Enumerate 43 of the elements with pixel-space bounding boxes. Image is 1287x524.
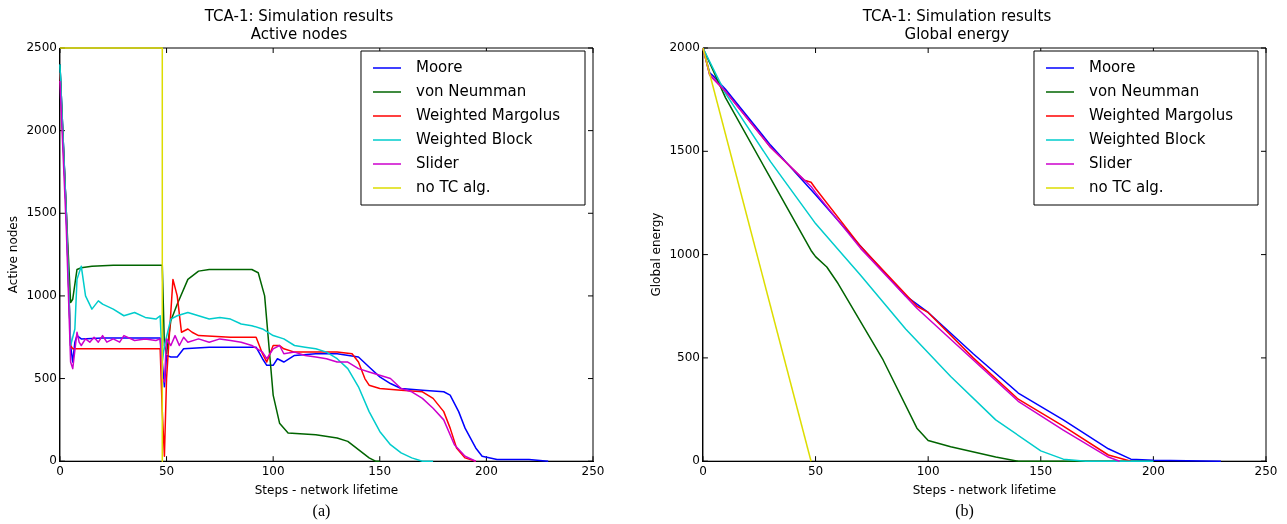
legend-label: Weighted Margolus	[1089, 105, 1234, 124]
y-tick-label: 2000	[669, 40, 700, 55]
y-tick-label: 500	[34, 370, 57, 385]
chart-title: TCA-1: Simulation results	[861, 6, 1052, 25]
y-tick-label: 1500	[669, 143, 700, 158]
legend-label: von Neumman	[416, 81, 527, 100]
y-tick-label: 0	[692, 453, 700, 468]
x-tick-label: 50	[158, 463, 175, 478]
legend-label: Moore	[1089, 57, 1136, 76]
x-tick-label: 100	[261, 463, 285, 478]
x-tick-label: 250	[1254, 463, 1278, 478]
x-tick-label: 50	[807, 463, 824, 478]
y-tick-label: 1000	[669, 246, 700, 261]
x-tick-label: 200	[1141, 463, 1165, 478]
y-axis-title: Global energy	[649, 212, 664, 297]
x-tick-label: 250	[581, 463, 605, 478]
legend-label: von Neumman	[1089, 81, 1200, 100]
x-tick-label: 200	[474, 463, 498, 478]
x-tick-label: 100	[916, 463, 940, 478]
x-tick-label: 150	[368, 463, 392, 478]
chart-subtitle: Active nodes	[250, 24, 348, 43]
y-tick-label: 0	[49, 453, 57, 468]
legend-label: no TC alg.	[1089, 177, 1164, 196]
chart-subtitle: Global energy	[904, 24, 1010, 43]
legend-label: Slider	[1089, 153, 1133, 172]
legend-label: Weighted Block	[1089, 129, 1206, 148]
y-tick-label: 2500	[26, 40, 57, 55]
y-tick-label: 1000	[26, 288, 57, 303]
chart-title: TCA-1: Simulation results	[203, 6, 394, 25]
x-axis-title: Steps - network lifetime	[254, 482, 399, 497]
y-tick-label: 2000	[26, 122, 57, 137]
legend-label: no TC alg.	[416, 177, 491, 196]
x-tick-label: 150	[1029, 463, 1053, 478]
x-axis-title: Steps - network lifetime	[912, 482, 1057, 497]
legend-label: Slider	[416, 153, 460, 172]
legend-label: Weighted Margolus	[416, 105, 561, 124]
legend-label: Moore	[416, 57, 463, 76]
y-tick-label: 500	[677, 350, 700, 365]
text: (b)	[954, 501, 975, 522]
legend-label: Weighted Block	[416, 129, 533, 148]
text: (a)	[311, 501, 332, 522]
y-axis-title: Active nodes	[6, 216, 21, 294]
y-tick-label: 1500	[26, 205, 57, 220]
